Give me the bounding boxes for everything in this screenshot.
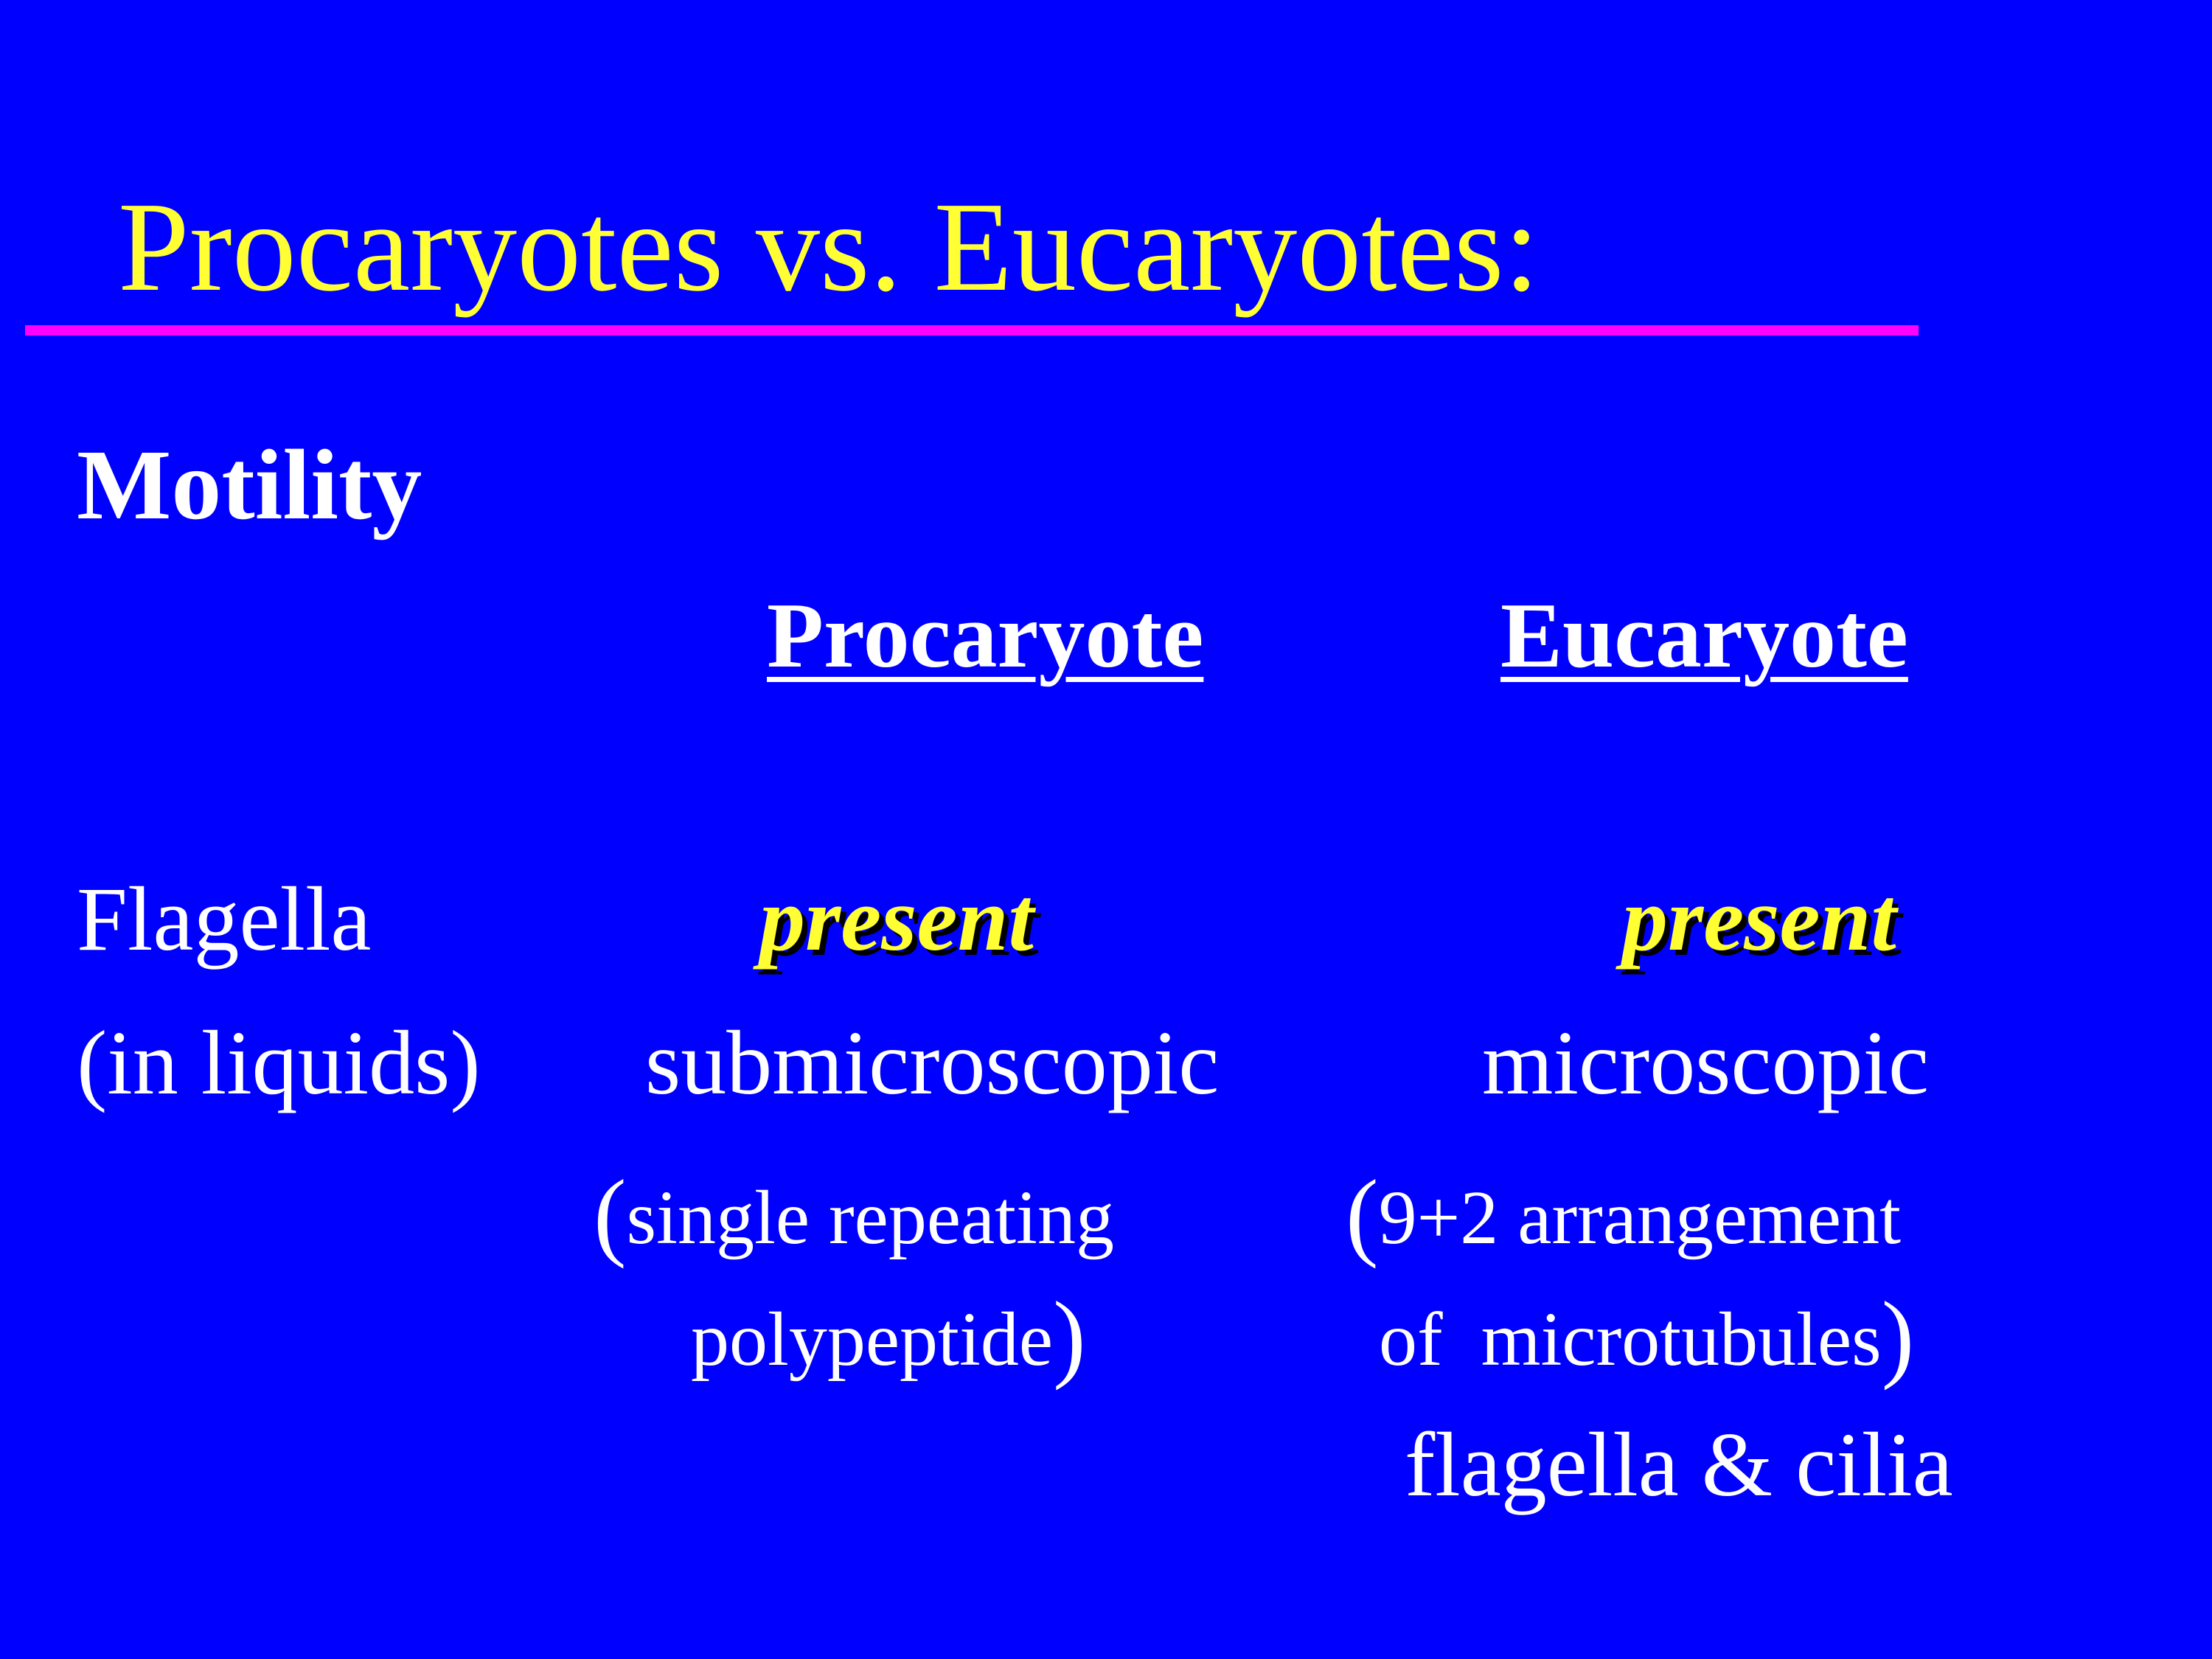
procaryote-presence: present [759, 869, 1034, 970]
row-label-flagella: Flagella [77, 869, 372, 970]
eucaryote-detail-line1-text: 9+2 arrangement [1378, 1175, 1901, 1260]
procaryote-detail-line2: polypeptide) [691, 1281, 1086, 1391]
title-underline-rule [25, 325, 1919, 335]
procaryote-detail-line1-text: single repeating [626, 1175, 1114, 1260]
column-header-eucaryote: Eucaryote [1500, 585, 1908, 687]
slide-title: Procaryotes vs. Eucaryotes: [118, 175, 1540, 318]
eucaryote-detail-line2: of microtubules) [1379, 1281, 1915, 1391]
column-header-procaryote: Procaryote [767, 585, 1204, 687]
eucaryote-detail-line2-text: of microtubules [1379, 1297, 1882, 1382]
procaryote-detail-line1: (single repeating [594, 1160, 1114, 1269]
procaryote-size: submicroscopic [645, 1012, 1220, 1113]
procaryote-detail-line2-text: polypeptide [691, 1297, 1054, 1382]
eucaryote-detail-line1: (9+2 arrangement [1346, 1160, 1901, 1269]
eucaryote-note: flagella & cilia [1405, 1414, 1953, 1515]
eucaryote-size: microscopic [1482, 1012, 1930, 1113]
eucaryote-presence: present [1622, 869, 1896, 970]
row-label-in-liquids: (in liquids) [77, 1012, 481, 1113]
section-heading: Motility [77, 430, 422, 540]
